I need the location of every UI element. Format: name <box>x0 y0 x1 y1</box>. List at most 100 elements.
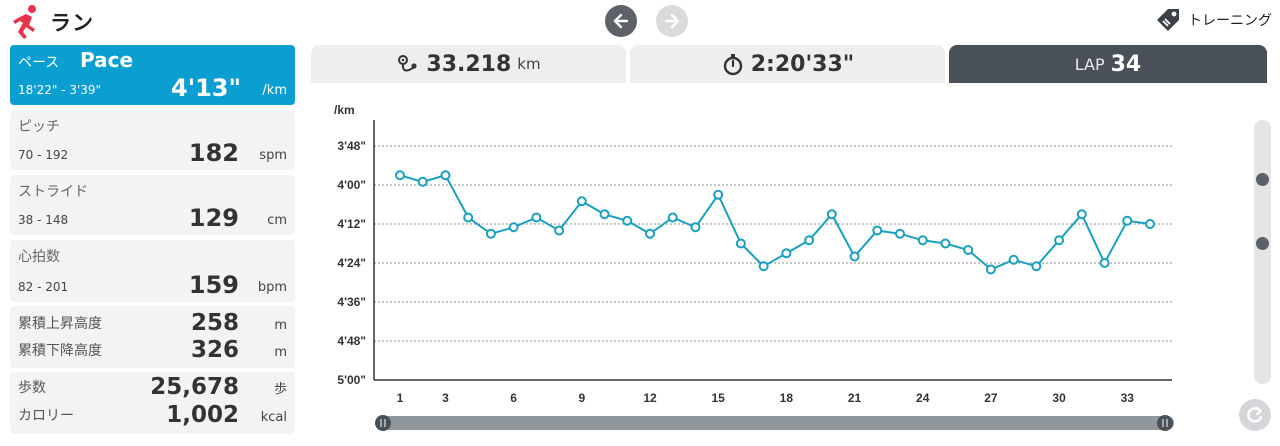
pace-series-line <box>399 174 1151 271</box>
y-tick-label: 4'24" <box>337 256 366 270</box>
data-point[interactable] <box>667 212 678 223</box>
calorie-label: カロリー <box>18 408 74 424</box>
page-title: ラン <box>50 11 94 35</box>
y-tick-label: 5'00" <box>337 373 366 387</box>
data-point[interactable] <box>804 235 815 246</box>
steps-panel[interactable]: 歩数 25,678 歩 カロリー 1,002 kcal <box>10 372 295 434</box>
data-point[interactable] <box>1008 254 1019 265</box>
vertical-range-slider[interactable] <box>1254 120 1271 384</box>
x-tick-label: 18 <box>780 391 794 405</box>
x-tick-label: 21 <box>848 391 862 405</box>
data-point[interactable] <box>1054 235 1065 246</box>
x-tick-label: 12 <box>643 391 657 405</box>
data-point[interactable] <box>1122 215 1133 226</box>
pitch-label: ピッチ <box>18 119 60 135</box>
data-point[interactable] <box>576 196 587 207</box>
data-point[interactable] <box>485 228 496 239</box>
data-point[interactable] <box>963 245 974 255</box>
pace-range: 18'22" - 3'39" <box>18 83 102 97</box>
y-tick-label: 4'48" <box>337 334 366 348</box>
distance-unit: km <box>517 55 541 73</box>
data-point[interactable] <box>417 176 428 187</box>
data-point[interactable] <box>1145 219 1155 229</box>
refresh-icon <box>1247 406 1263 423</box>
app-title: ラン <box>8 4 94 40</box>
tab-lap[interactable]: LAP 34 <box>949 45 1267 83</box>
calorie-row: カロリー 1,002 kcal <box>18 402 287 428</box>
tab-time[interactable]: 2:20'33" <box>630 45 945 83</box>
stride-unit: cm <box>267 213 287 228</box>
heart-rate-label: 心拍数 <box>18 249 60 265</box>
x-tick-label: 24 <box>916 391 930 405</box>
tab-distance[interactable]: 33.218 km <box>311 45 626 83</box>
steps-label: 歩数 <box>18 380 46 396</box>
data-point[interactable] <box>554 225 565 236</box>
training-label: トレーニング <box>1188 13 1272 29</box>
x-tick-label: 33 <box>1121 391 1135 405</box>
pitch-panel[interactable]: ピッチ 70 - 192 182 spm <box>10 110 295 170</box>
x-tick-label: 3 <box>442 391 449 405</box>
heart-rate-value: 159 <box>188 271 239 299</box>
ascent-row: 累積上昇高度 258 m <box>18 310 287 336</box>
data-point[interactable] <box>395 170 405 181</box>
data-point[interactable] <box>463 212 474 223</box>
ascent-label: 累積上昇高度 <box>18 316 102 332</box>
previous-button[interactable] <box>605 5 637 37</box>
range-slider-track[interactable] <box>376 416 1174 430</box>
pace-label-en: Pace <box>80 48 134 72</box>
pace-chart: /km 3'48" 4'00" 4'12" 4'24" 4'36" 4'48" 5'00" … <box>310 90 1210 446</box>
tag-icon <box>1157 9 1179 31</box>
data-point[interactable] <box>440 170 451 181</box>
vertical-slider-bottom-handle[interactable] <box>1254 235 1271 252</box>
data-point[interactable] <box>508 222 519 233</box>
elevation-panel[interactable]: 累積上昇高度 258 m 累積下降高度 326 m <box>10 306 295 368</box>
ascent-value: 258 <box>190 310 239 336</box>
data-point[interactable] <box>645 228 655 239</box>
stride-value: 129 <box>188 204 239 232</box>
calorie-value: 1,002 <box>166 402 239 428</box>
range-slider-left-handle[interactable] <box>375 415 391 431</box>
x-tick-label: 30 <box>1052 391 1066 405</box>
data-point[interactable] <box>531 212 542 223</box>
data-point[interactable] <box>758 261 769 272</box>
range-slider-right-handle[interactable] <box>1157 415 1173 431</box>
data-point[interactable] <box>985 264 996 275</box>
lap-label: LAP <box>1074 54 1105 74</box>
descent-unit: m <box>274 345 287 360</box>
data-point[interactable] <box>895 228 905 239</box>
data-point[interactable] <box>599 209 610 220</box>
pace-panel[interactable]: ペース Pace 18'22" - 3'39" 4'13" /km <box>10 45 295 105</box>
next-button[interactable] <box>656 5 688 37</box>
x-tick-label: 9 <box>578 391 585 405</box>
x-tick-label: 27 <box>984 391 998 405</box>
data-point[interactable] <box>622 215 633 226</box>
steps-row: 歩数 25,678 歩 <box>18 374 287 400</box>
data-point[interactable] <box>1099 258 1110 268</box>
heart-rate-unit: bpm <box>257 280 287 295</box>
data-point[interactable] <box>1076 209 1087 220</box>
stride-label: ストライド <box>18 184 88 200</box>
data-point[interactable] <box>690 222 701 233</box>
data-point[interactable] <box>1031 261 1042 272</box>
data-point[interactable] <box>735 238 746 249</box>
data-point[interactable] <box>940 238 951 249</box>
descent-value: 326 <box>190 337 239 363</box>
heart-rate-panel[interactable]: 心拍数 82 - 201 159 bpm <box>10 240 295 302</box>
data-point[interactable] <box>826 209 837 220</box>
data-point[interactable] <box>872 225 883 236</box>
pace-value: 4'13" <box>171 74 241 102</box>
ascent-unit: m <box>274 318 287 333</box>
y-tick-label: 4'36" <box>337 295 366 309</box>
arrow-right-icon <box>664 13 680 29</box>
data-point[interactable] <box>781 248 792 259</box>
distance-value: 33.218 <box>426 51 512 77</box>
vertical-slider-top-handle[interactable] <box>1254 171 1271 188</box>
y-tick-label: 3'48" <box>337 139 366 153</box>
data-point[interactable] <box>713 189 724 200</box>
training-button[interactable]: トレーニング <box>1154 6 1272 34</box>
stride-panel[interactable]: ストライド 38 - 148 129 cm <box>10 175 295 235</box>
data-point[interactable] <box>917 235 928 246</box>
data-point[interactable] <box>849 251 860 262</box>
x-tick-label: 1 <box>397 391 404 405</box>
reset-button[interactable] <box>1239 399 1271 431</box>
